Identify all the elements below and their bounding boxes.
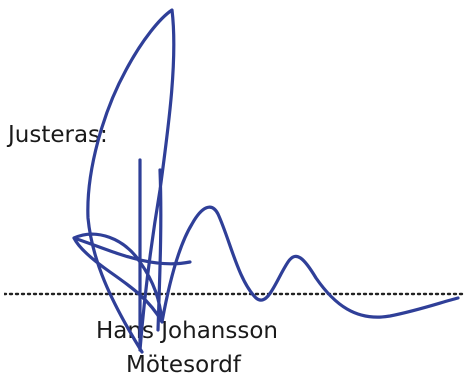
approval-label: Justeras: [8, 122, 108, 148]
signature-dotted-line [4, 292, 464, 296]
signer-role: Mötesordf [126, 352, 241, 378]
signer-name: Hans Johansson [96, 318, 278, 344]
